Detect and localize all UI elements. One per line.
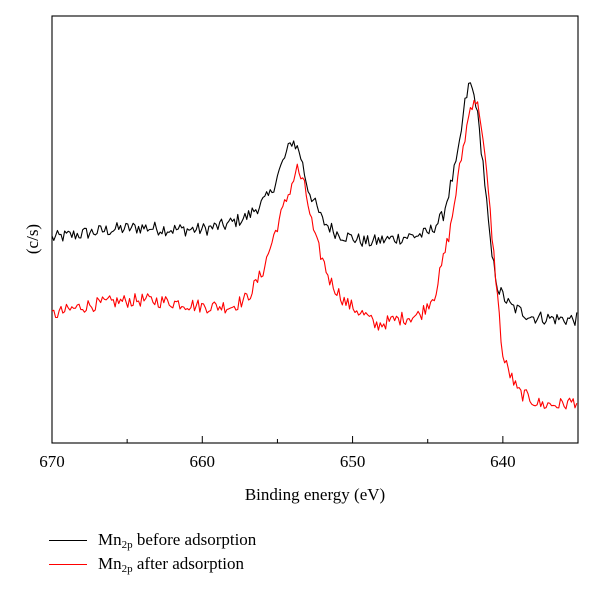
- plot-frame: [51, 15, 579, 444]
- series-line-before-adsorption: [51, 82, 578, 326]
- x-tick-label: 650: [340, 452, 366, 471]
- x-ticks: [51, 436, 579, 443]
- x-tick-label: 670: [39, 452, 65, 471]
- x-tick-labels: 670 660 650 640: [39, 452, 515, 471]
- series-layer: [51, 82, 578, 410]
- x-tick-label: 660: [190, 452, 216, 471]
- legend: Mn2p before adsorption Mn2p after adsorp…: [49, 528, 256, 576]
- legend-label: Mn2p before adsorption: [98, 529, 257, 551]
- y-axis-title: (c/s): [23, 224, 42, 254]
- series-line-after-adsorption: [51, 99, 578, 410]
- legend-item: Mn2p after adsorption: [49, 552, 256, 576]
- legend-item: Mn2p before adsorption: [49, 528, 256, 552]
- legend-swatch: [49, 539, 87, 541]
- legend-label: Mn2p after adsorption: [98, 553, 245, 575]
- legend-swatch: [49, 563, 87, 565]
- x-tick-label: 640: [490, 452, 516, 471]
- x-axis-title: Binding energy (eV): [245, 485, 385, 504]
